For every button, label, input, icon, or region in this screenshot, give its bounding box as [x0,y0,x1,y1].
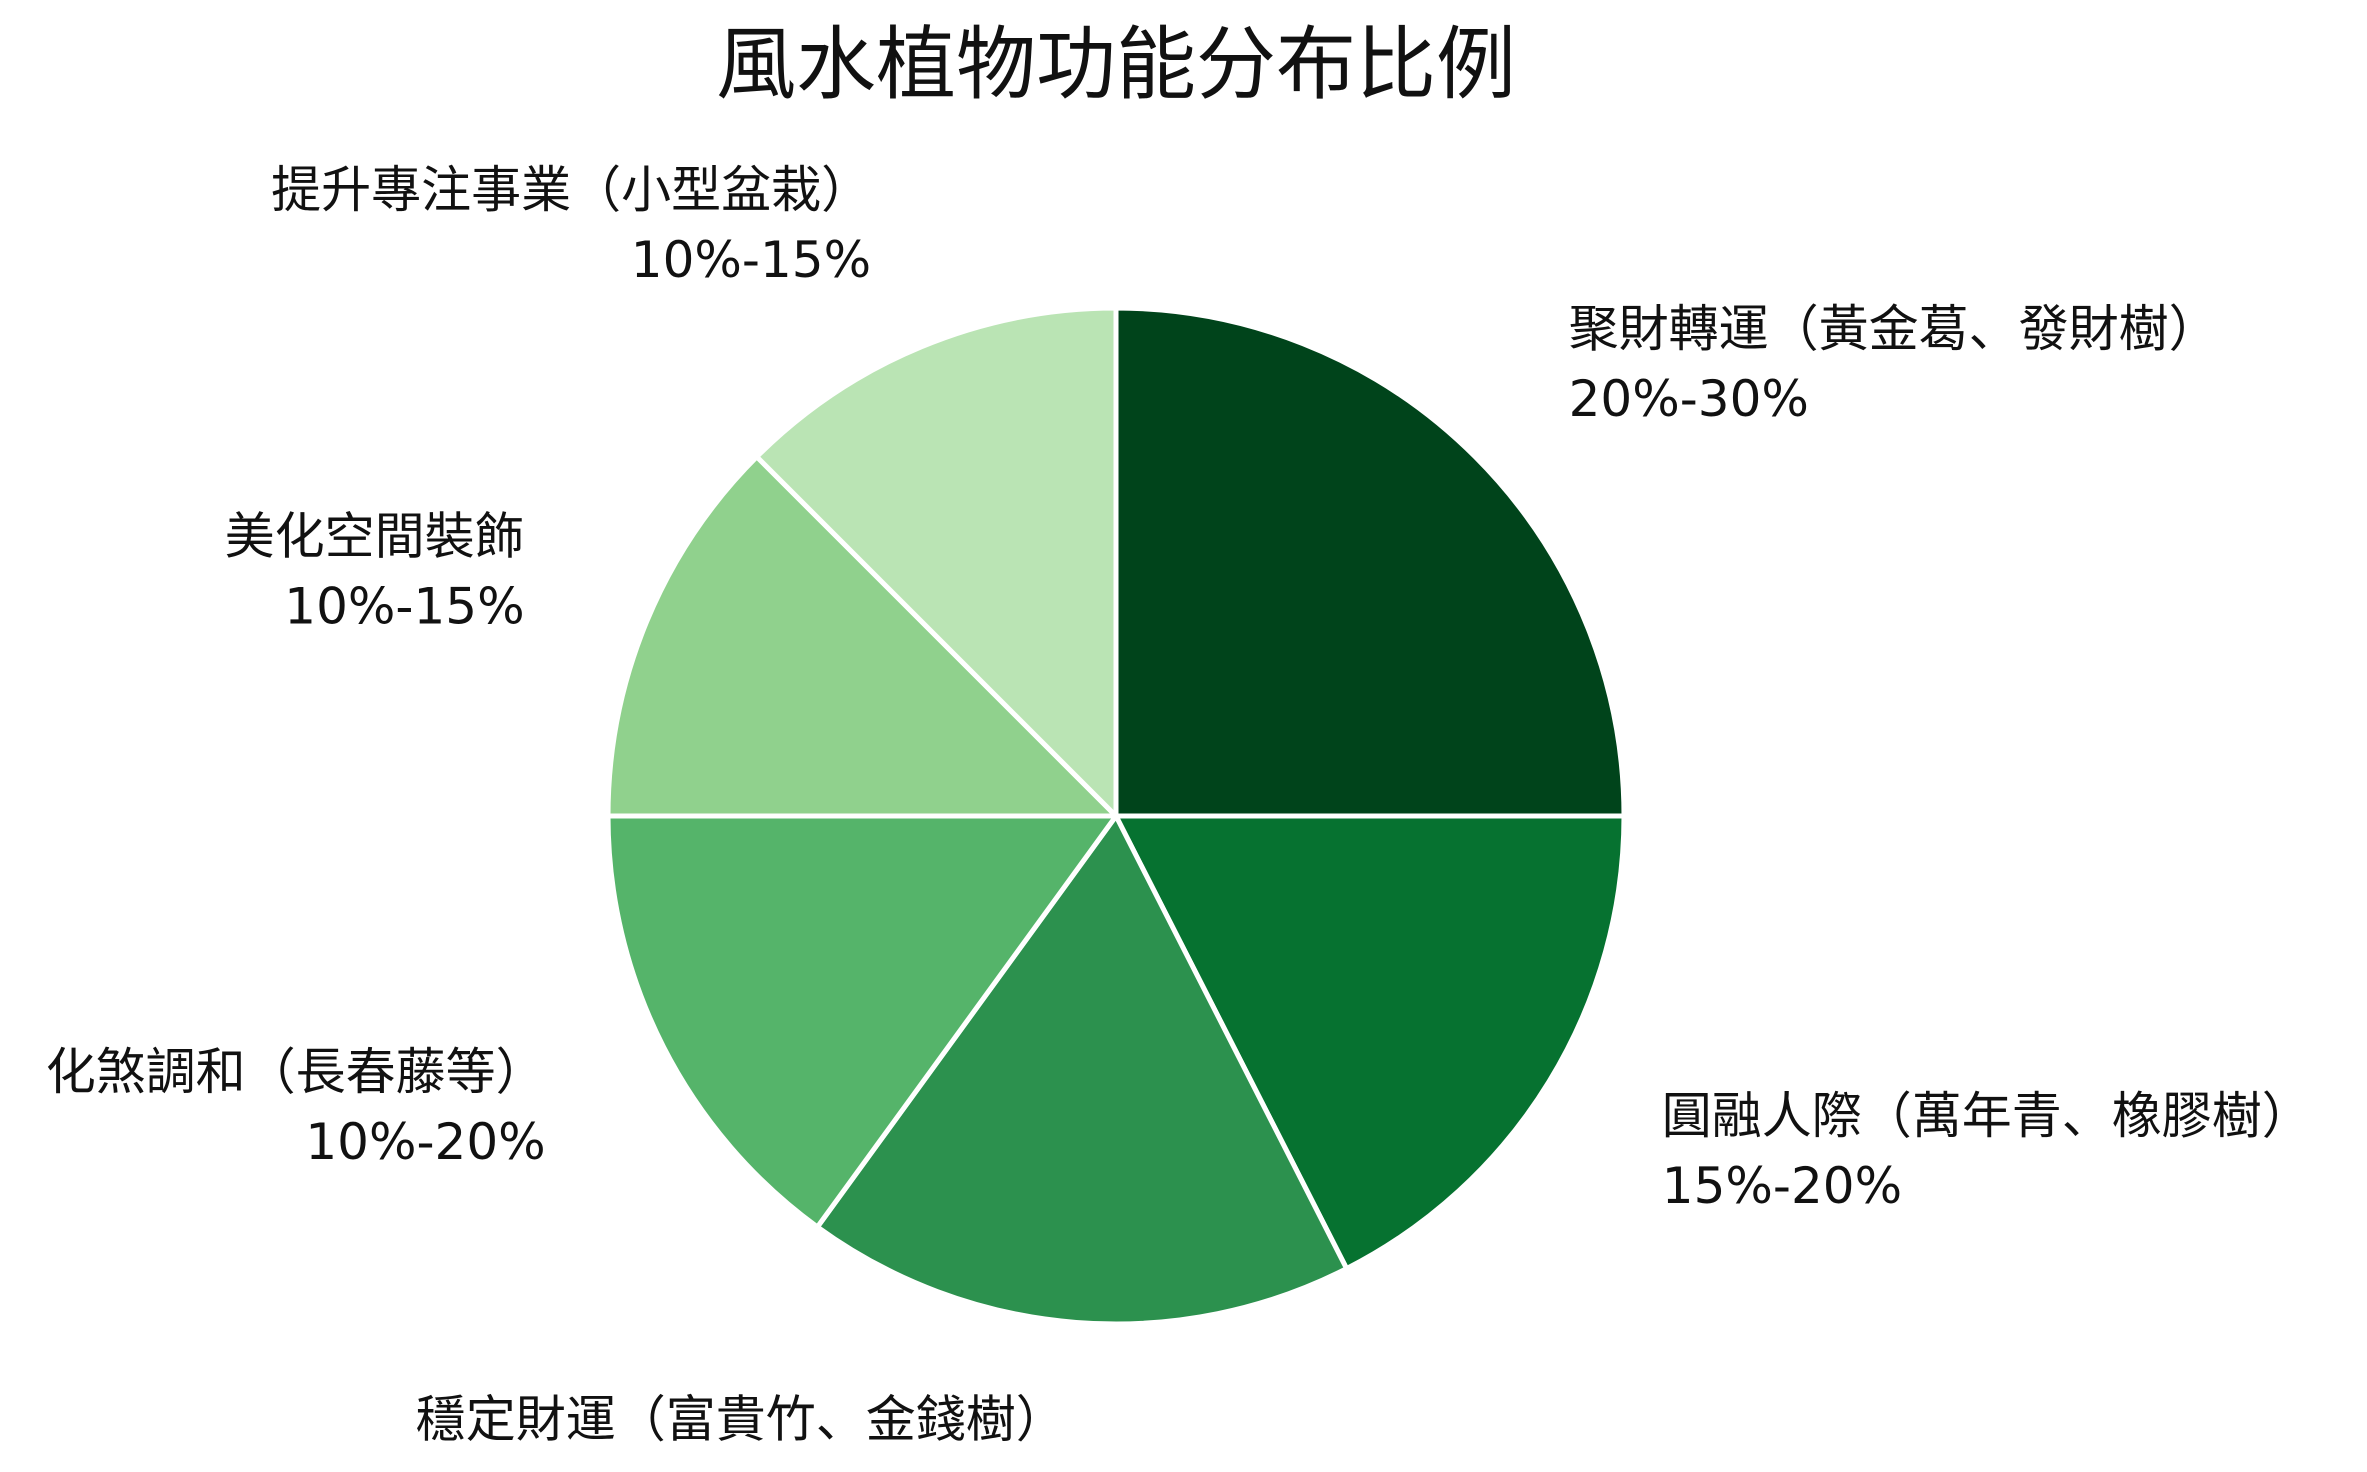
slice-range-label-4: 10%-20% [305,1113,545,1171]
pie-slice-2 [1113,813,1627,1272]
pie-slices [605,305,1627,1327]
slice-range-label-1: 20%-30% [1569,370,1809,428]
slice-range-label-2: 15%-20% [1662,1157,1902,1215]
slice-range-label-3: 15%-20% [825,1461,1065,1468]
slice-label-1: 聚財轉運（黃金葛、發財樹） [1569,300,2219,358]
slice-range-label-5: 10%-15% [284,578,524,636]
pie-slice-3 [814,813,1350,1327]
pie-labels: 聚財轉運（黃金葛、發財樹） 20%-30% 圓融人際（萬年青、橡膠樹） 15%-20%… [46,161,2312,1472]
pie-slice-1 [1113,305,1627,819]
slice-label-4: 化煞調和（長春藤等） [46,1043,546,1101]
slice-label-6: 提升專注事業（小型盆栽） [271,161,871,219]
slice-label-5: 美化空間裝飾 [225,508,525,566]
pie-slice-6 [754,305,1119,819]
slice-label-3: 穩定財運（富貴竹、金錢樹） [416,1391,1066,1449]
chart-title: 風水植物功能分布比例 [716,18,1516,111]
slice-label-2: 圓融人際（萬年青、橡膠樹） [1662,1087,2312,1145]
pie-slice-4 [605,813,1119,1230]
pie-slice-5 [605,454,1119,819]
slice-range-label-6: 10%-15% [631,231,871,289]
